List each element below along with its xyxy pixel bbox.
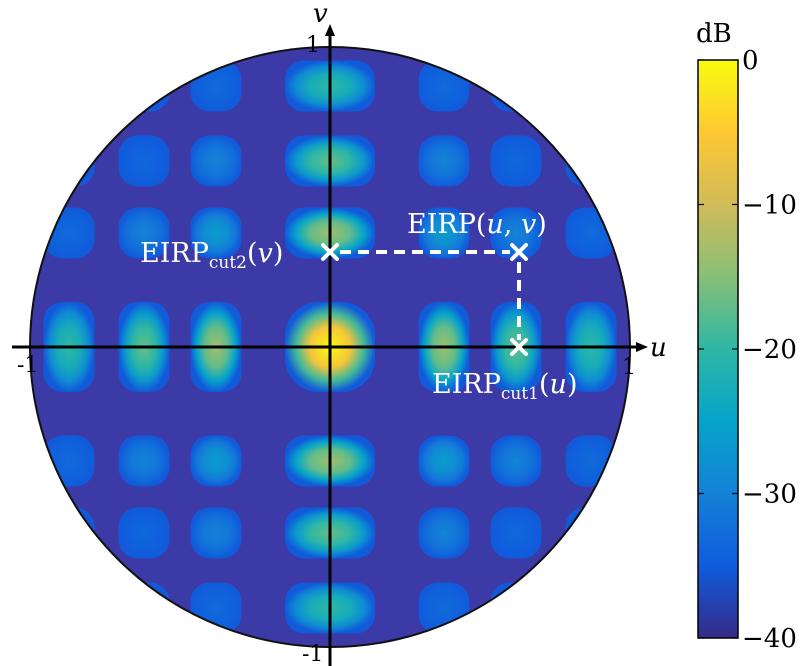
heatmap-lobe	[490, 135, 542, 187]
cut-annotations: EIRP(u, v) EIRPcut2(v) EIRPcut1(u)	[140, 209, 577, 404]
heatmap-lobe	[418, 435, 470, 487]
marker-eirp-cut2	[321, 243, 339, 261]
heatmap-lobe	[418, 60, 470, 112]
heatmap-lobe	[43, 507, 95, 559]
v-axis-arrow	[325, 24, 335, 36]
label-eirp-uv: EIRP(u, v)	[407, 209, 547, 240]
colorbar-tick-label: −20	[742, 335, 797, 365]
heatmap-lobe	[490, 60, 542, 112]
heatmap-lobe	[190, 60, 242, 112]
heatmap-lobe	[565, 135, 617, 187]
heatmap-lobe	[490, 507, 542, 559]
axes: u v -1 1 1 -1	[12, 0, 667, 666]
heatmap-lobe	[190, 135, 242, 187]
heatmap-lobe	[190, 435, 242, 487]
v-axis-label: v	[313, 0, 328, 29]
colorbar-tick-label: −40	[742, 624, 797, 654]
label-eirp-cut2: EIRPcut2(v)	[140, 238, 283, 273]
heatmap-lobe	[490, 582, 542, 634]
heatmap-lobe	[565, 435, 617, 487]
heatmap-lobe	[190, 507, 242, 559]
heatmap-lobe	[565, 507, 617, 559]
u-axis-label: u	[650, 333, 667, 363]
marker-eirp-cut1	[510, 338, 528, 356]
heatmap-lobe	[565, 60, 617, 112]
tick-label-u-min: -1	[17, 353, 38, 378]
heatmap-lobe	[490, 207, 542, 259]
heatmap-lobe	[118, 435, 170, 487]
heatmap-lobe	[565, 582, 617, 634]
heatmap-lobe	[118, 135, 170, 187]
heatmap-lobe	[43, 435, 95, 487]
heatmap-lobe	[190, 582, 242, 634]
heatmap-lobe	[43, 207, 95, 259]
colorbar-tick-label: −30	[742, 480, 797, 510]
heatmap-lobe	[118, 507, 170, 559]
colorbar-ticks: 0 −10 −20 −30 −40	[698, 46, 797, 654]
marker-eirp-uv	[510, 243, 528, 261]
label-eirp-cut1: EIRPcut1(u)	[432, 369, 577, 404]
tick-label-v-max: 1	[306, 33, 320, 58]
heatmap-lobe	[43, 135, 95, 187]
heatmap-lobe	[118, 60, 170, 112]
tick-label-v-min: -1	[302, 642, 323, 666]
heatmap-lobe	[565, 207, 617, 259]
heatmap-lobe	[118, 207, 170, 259]
heatmap-lobe	[418, 507, 470, 559]
heatmap-lobe	[190, 207, 242, 259]
colorbar-unit-label: dB	[696, 19, 732, 49]
heatmap-lobe	[418, 582, 470, 634]
u-axis-arrow	[636, 342, 648, 352]
heatmap-lobe	[43, 60, 95, 112]
heatmap-lobe	[490, 435, 542, 487]
heatmap-lobe	[118, 582, 170, 634]
colorbar-tick-label: 0	[742, 46, 759, 76]
tick-label-u-max: 1	[622, 355, 636, 380]
heatmap-lobe	[418, 135, 470, 187]
heatmap-lobe	[418, 207, 470, 259]
heatmap-lobe	[43, 582, 95, 634]
colorbar-tick-label: −10	[742, 191, 797, 221]
colorbar: dB 0 −10 −20 −30 −40	[696, 19, 797, 654]
